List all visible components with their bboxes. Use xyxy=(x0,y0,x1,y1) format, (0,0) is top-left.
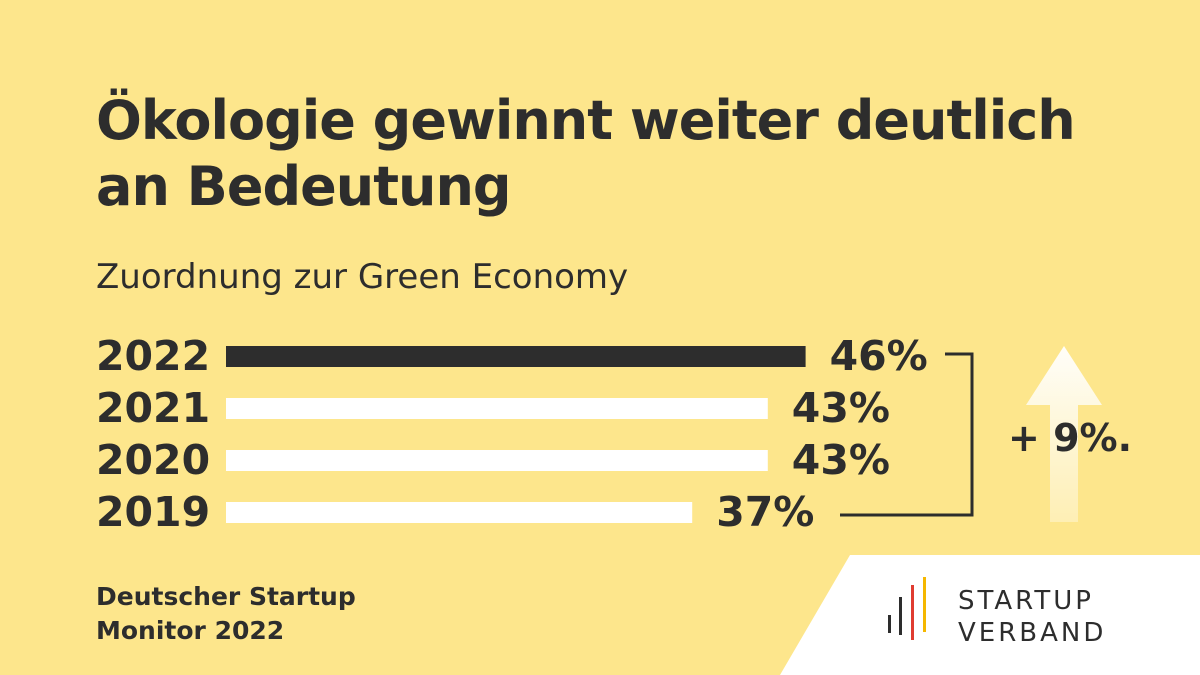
chart-subtitle: Zuordnung zur Green Economy xyxy=(96,257,629,297)
source-line-2: Monitor 2022 xyxy=(96,616,285,645)
year-label-2022: 2022 xyxy=(96,332,210,380)
chart-title: Ökologie gewinnt weiter deutlich an Bede… xyxy=(96,89,1076,218)
year-label-2021: 2021 xyxy=(96,384,210,432)
value-label-2022: 46% xyxy=(830,332,928,380)
bar-2021 xyxy=(226,398,768,419)
value-label-2021: 43% xyxy=(792,384,890,432)
logo-line-2: VERBAND xyxy=(958,618,1107,648)
startup-verband-logo-icon xyxy=(888,577,926,640)
source-note: Deutscher Startup Monitor 2022 xyxy=(96,580,356,648)
year-label-2019: 2019 xyxy=(96,488,210,536)
bar-2020 xyxy=(226,450,768,471)
logo-line-1: STARTUP xyxy=(958,586,1094,616)
year-label-2020: 2020 xyxy=(96,436,210,484)
logo-panel xyxy=(780,555,1200,675)
value-label-2020: 43% xyxy=(792,436,890,484)
source-line-1: Deutscher Startup xyxy=(96,582,356,611)
bar-2019 xyxy=(226,502,693,523)
change-label: + 9%. xyxy=(1008,416,1132,460)
logo-text: STARTUP VERBAND xyxy=(958,585,1106,649)
value-label-2019: 37% xyxy=(716,488,814,536)
up-arrow-icon xyxy=(1026,346,1102,522)
change-bracket xyxy=(840,352,974,517)
bar-2022 xyxy=(226,346,806,367)
